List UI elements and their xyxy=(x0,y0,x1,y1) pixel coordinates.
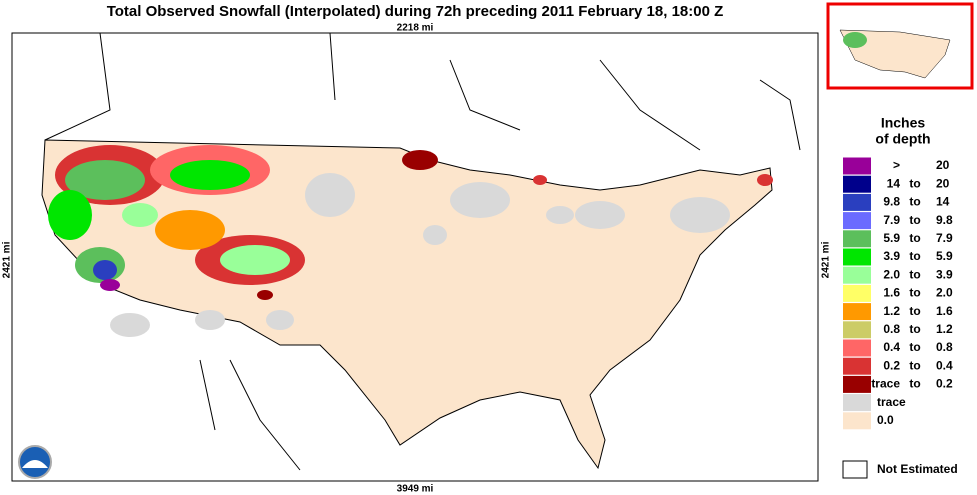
legend-low: 1.2 xyxy=(883,304,900,318)
legend-swatch xyxy=(843,157,871,175)
legend-low: trace xyxy=(871,377,900,391)
legend-low: 0.8 xyxy=(883,322,900,336)
legend-high: 5.9 xyxy=(936,249,953,263)
legend-high: 9.8 xyxy=(936,213,953,227)
inset-map xyxy=(826,2,974,90)
legend-to: to xyxy=(909,249,920,263)
legend-to: to xyxy=(909,322,920,336)
legend-low: 1.6 xyxy=(883,286,900,300)
trace-areas xyxy=(110,173,730,337)
legend-high: 2.0 xyxy=(936,286,953,300)
legend-swatch xyxy=(843,375,871,393)
legend-swatch xyxy=(843,266,871,284)
inset-conus xyxy=(839,29,951,79)
scale-top: 2218 mi xyxy=(397,23,434,34)
legend-low: trace xyxy=(877,395,906,409)
legend-low: 7.9 xyxy=(883,213,900,227)
noaa-logo xyxy=(18,445,52,479)
legend-swatch xyxy=(843,321,871,339)
inset-frame xyxy=(826,2,974,90)
legend-swatch xyxy=(843,248,871,266)
legend-low: 0.2 xyxy=(883,358,900,372)
legend-swatch xyxy=(843,339,871,357)
legend-low: 2.0 xyxy=(883,267,900,281)
legend-high: 0.8 xyxy=(936,340,953,354)
legend-to: to xyxy=(909,358,920,372)
legend-title: Inches xyxy=(881,115,926,131)
legend-to: to xyxy=(909,231,920,245)
legend-to: to xyxy=(909,195,920,209)
legend-low: > xyxy=(893,158,900,172)
scale-bottom: 3949 mi xyxy=(397,484,434,495)
legend-swatch xyxy=(843,175,871,193)
legend-swatch xyxy=(843,412,871,430)
legend-swatch xyxy=(843,284,871,302)
legend-low: 0.0 xyxy=(877,413,894,427)
legend-to: to xyxy=(909,377,920,391)
legend-low: 5.9 xyxy=(883,231,900,245)
legend-swatch xyxy=(842,460,868,479)
legend-high: 1.2 xyxy=(936,322,953,336)
legend-high: 7.9 xyxy=(936,231,953,245)
map xyxy=(11,32,819,482)
boundaries xyxy=(44,32,801,471)
legend-low: 14 xyxy=(887,176,901,190)
legend-to: to xyxy=(909,213,920,227)
legend-swatch xyxy=(843,357,871,375)
legend-swatch xyxy=(843,230,871,248)
legend-to: to xyxy=(909,286,920,300)
legend-swatch xyxy=(843,394,871,412)
legend-to: to xyxy=(909,340,920,354)
legend-low: 3.9 xyxy=(883,249,900,263)
legend-high: 1.6 xyxy=(936,304,953,318)
legend-high: 0.2 xyxy=(936,377,953,391)
legend-high: 14 xyxy=(936,195,950,209)
snow-areas xyxy=(48,145,773,300)
legend-swatch xyxy=(843,303,871,321)
legend-swatch xyxy=(843,212,871,230)
legend-swatch xyxy=(843,193,871,211)
scale-left: 2421 mi xyxy=(2,241,13,278)
legend-high: 20 xyxy=(936,176,950,190)
legend-title: of depth xyxy=(875,131,930,147)
legend-not-estimated: Not Estimated xyxy=(877,462,958,476)
title: Total Observed Snowfall (Interpolated) d… xyxy=(107,3,724,20)
legend: >20 14 to 20 9.8 to 14 7.9 to 9.8 5.9 to 7.9 3.9 to 5.9… xyxy=(842,157,958,479)
legend-to: to xyxy=(909,267,920,281)
legend-to: to xyxy=(909,176,920,190)
inset-snow xyxy=(843,32,867,48)
legend-high: 3.9 xyxy=(936,267,953,281)
legend-low: 9.8 xyxy=(883,195,900,209)
legend-high: 20 xyxy=(936,158,950,172)
scale-right: 2421 mi xyxy=(821,241,832,278)
legend-high: 0.4 xyxy=(936,358,953,372)
legend-low: 0.4 xyxy=(883,340,900,354)
legend-to: to xyxy=(909,304,920,318)
